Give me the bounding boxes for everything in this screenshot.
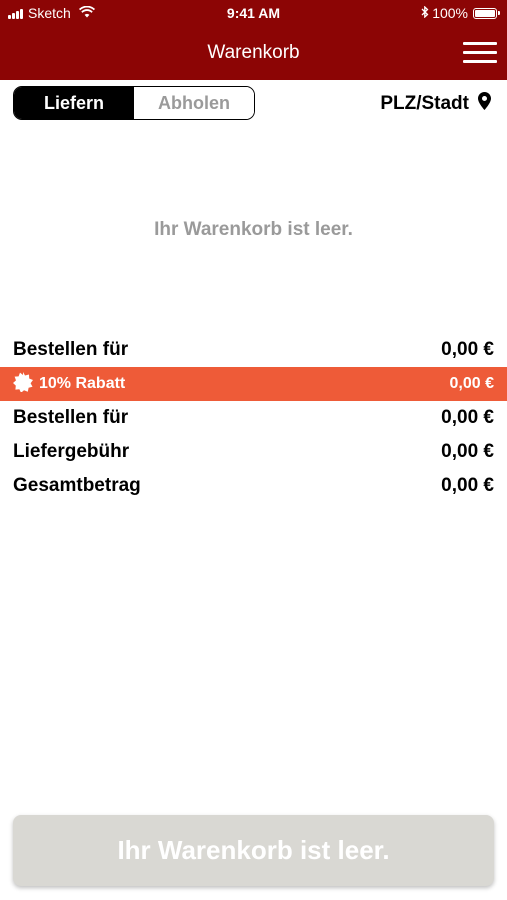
summary-value: 0,00 €	[449, 375, 494, 392]
map-pin-icon	[478, 92, 491, 116]
summary-value: 0,00 €	[441, 441, 494, 462]
segment-pickup[interactable]: Abholen	[134, 87, 254, 119]
discount-label-group: 10% Rabatt	[13, 371, 126, 397]
location-label: PLZ/Stadt	[380, 93, 469, 114]
summary-value: 0,00 €	[441, 339, 494, 360]
delivery-mode-toggle: Liefern Abholen	[13, 86, 255, 120]
signal-icon	[8, 8, 24, 19]
status-right: 100%	[421, 5, 500, 21]
summary-row-delivery-fee: Liefergebühr 0,00 €	[0, 435, 507, 469]
summary-label: Bestellen für	[13, 407, 129, 428]
segment-delivery[interactable]: Liefern	[14, 87, 134, 119]
bluetooth-icon	[421, 5, 429, 21]
summary-row-total: Gesamtbetrag 0,00 €	[0, 469, 507, 503]
checkout-button[interactable]: Ihr Warenkorb ist leer.	[13, 815, 494, 886]
summary-value: 0,00 €	[441, 407, 494, 428]
summary-label: 10% Rabatt	[39, 375, 126, 392]
status-bar: Sketch 9:41 AM 100%	[0, 0, 507, 28]
hamburger-menu-icon[interactable]	[463, 40, 497, 66]
battery-icon	[473, 7, 500, 19]
wifi-icon	[78, 5, 95, 21]
battery-percent: 100%	[432, 5, 468, 21]
page-title: Warenkorb	[207, 42, 300, 63]
summary-value: 0,00 €	[441, 475, 494, 496]
discount-badge-icon	[13, 371, 33, 397]
summary-row-order-for: Bestellen für 0,00 €	[0, 401, 507, 435]
order-summary: Bestellen für 0,00 € 10% Rabatt 0,00 € B…	[0, 333, 507, 503]
summary-label: Bestellen für	[13, 339, 129, 360]
summary-row-subtotal: Bestellen für 0,00 €	[0, 333, 507, 367]
location-selector[interactable]: PLZ/Stadt	[380, 92, 491, 116]
carrier-label: Sketch	[28, 5, 71, 21]
navigation-bar: Warenkorb	[0, 28, 507, 80]
summary-label: Liefergebühr	[13, 441, 130, 462]
empty-cart-message: Ihr Warenkorb ist leer.	[154, 219, 353, 240]
summary-label: Gesamtbetrag	[13, 475, 141, 496]
summary-row-discount: 10% Rabatt 0,00 €	[0, 367, 507, 401]
status-time: 9:41 AM	[226, 5, 281, 21]
status-left: Sketch	[8, 5, 95, 21]
